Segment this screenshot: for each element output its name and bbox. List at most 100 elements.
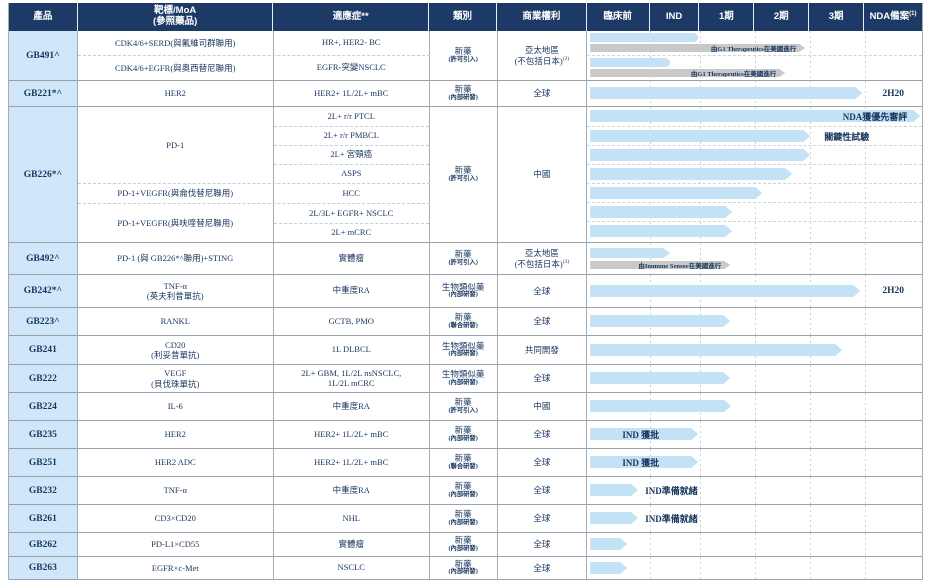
indication-line: 2L+ GBM, 1L/2L nsNSCLC, bbox=[301, 367, 402, 378]
partner-trial-bar: 由Immune Sensor在美國進行 bbox=[590, 261, 730, 269]
product-code: GB224 bbox=[9, 393, 78, 420]
commercial-rights-cell: 全球 bbox=[498, 365, 588, 392]
row-GB241: GB241 CD20 (利妥昔單抗) 1L DLBCL 生物類似藥 (內部研發) 共同開發 bbox=[9, 336, 922, 365]
phase-chart: 2H20 bbox=[587, 81, 922, 106]
product-code: GB222 bbox=[9, 365, 78, 392]
category-main: 新藥 bbox=[454, 46, 472, 57]
indication-cell: 實體瘤 bbox=[274, 533, 429, 556]
category-cell: 新藥 (許可引入) bbox=[430, 243, 498, 274]
product-code: GB221*^ bbox=[9, 81, 78, 106]
indication-line: 中重度RA bbox=[332, 484, 370, 495]
row-GB226: GB226*^ PD-1 2L+ r/r PTCL 2L+ r/r PMBCL 2L+ … bbox=[9, 107, 922, 243]
bar-status-label: IND 獲批 bbox=[622, 429, 660, 440]
target-group: PD-1 2L+ r/r PTCL 2L+ r/r PMBCL 2L+ 宮頸癌 ASPS bbox=[78, 107, 430, 183]
rights-line: 中國 bbox=[533, 169, 551, 180]
phase-chart bbox=[587, 557, 922, 579]
rights-line: 全球 bbox=[533, 457, 551, 468]
indication-cell: HR+, HER2- BC bbox=[274, 31, 429, 55]
target-line: HER2 bbox=[164, 429, 186, 440]
header-row: 產品 靶標/MoA (參照藥品) 適應症** 類別 商業權利 臨床前 IND 1期 2期 3期 NDA… bbox=[9, 3, 922, 31]
row-GB223: GB223^ RANKL GCTB, PMO 新藥 (聯合研發) 全球 bbox=[9, 308, 922, 336]
indication-cell: NHL bbox=[274, 505, 429, 532]
category-cell: 新藥 (內部研發) bbox=[430, 533, 498, 556]
target-group: PD-1+VEGFR(與呋喹替尼聯用) 2L/3L+ EGFR+ NSCLC 2L+… bbox=[77, 203, 430, 242]
indication-line: 2L+ r/r PMBCL bbox=[323, 130, 379, 141]
target-moa-cell: EGFR×c-Met bbox=[78, 557, 274, 579]
rights-line: (不包括日本)(3) bbox=[514, 258, 570, 269]
target-group: CDK4/6+EGFR(與奧西替尼聯用) EGFR-突變NSCLC bbox=[77, 55, 430, 80]
indication-line: 實體瘤 bbox=[338, 252, 364, 263]
commercial-rights-cell: 亞太地區 (不包括日本)(2) bbox=[498, 31, 588, 80]
progress-bar-blue: NDA獲優先審評 bbox=[590, 110, 920, 122]
category-main: 新藥 bbox=[454, 558, 472, 569]
target-indication-block: PD-1 (與 GB226*^聯用)+STING 實體瘤 bbox=[78, 243, 430, 274]
target-group: HER2 ADC HER2+ 1L/2L+ mBC bbox=[78, 449, 430, 476]
commercial-rights-cell: 中國 bbox=[498, 393, 588, 420]
header-indication-line: 適應症** bbox=[332, 10, 369, 22]
rights-line: 全球 bbox=[533, 562, 551, 573]
category-cell: 新藥 (許可引入) bbox=[430, 107, 498, 242]
header-phase1-line: 1期 bbox=[719, 10, 734, 22]
indication-col: HR+, HER2- BC bbox=[274, 31, 430, 55]
indication-col: 1L DLBCL bbox=[274, 336, 430, 364]
indication-cell: HER2+ 1L/2L+ mBC bbox=[274, 81, 429, 106]
chart-lane bbox=[587, 308, 922, 335]
chart-lane bbox=[587, 221, 922, 240]
header-phase2-line: 2期 bbox=[773, 10, 789, 22]
category-sub: (許可引入) bbox=[448, 406, 478, 414]
target-line: TNF-α bbox=[163, 280, 187, 291]
category-main: 生物類似藥 bbox=[441, 281, 485, 292]
progress-bar-blue bbox=[590, 33, 699, 42]
footnote-marker: (3) bbox=[562, 258, 570, 265]
category-cell: 新藥 (內部研發) bbox=[430, 477, 498, 504]
target-indication-block: PD-1 2L+ r/r PTCL 2L+ r/r PMBCL 2L+ 宮頸癌 ASPS… bbox=[77, 107, 430, 242]
chart-lane: 由G1 Therapeutics在美國進行 bbox=[587, 31, 922, 55]
target-line: IL-6 bbox=[167, 401, 183, 412]
target-group: PD-L1×CD55 實體瘤 bbox=[78, 533, 430, 556]
commercial-rights-cell: 全球 bbox=[498, 81, 588, 106]
category-main: 新藥 bbox=[454, 165, 472, 176]
header-commercial-rights: 商業權利 bbox=[497, 3, 587, 31]
category-cell: 新藥 (聯合研發) bbox=[430, 449, 498, 476]
pipeline-table: 產品 靶標/MoA (參照藥品) 適應症** 類別 商業權利 臨床前 IND 1期 2期 3期 NDA… bbox=[8, 3, 923, 580]
progress-bar-blue bbox=[590, 538, 627, 550]
target-moa-cell: VEGF (貝伐珠單抗) bbox=[78, 365, 274, 392]
rights-line: 共同開發 bbox=[524, 344, 559, 355]
category-main: 新藥 bbox=[454, 481, 472, 492]
target-indication-block: IL-6 中重度RA bbox=[78, 393, 430, 420]
phase-chart: 由Immune Sensor在美國進行 bbox=[587, 243, 922, 274]
indication-col: HER2+ 1L/2L+ mBC bbox=[274, 421, 430, 448]
progress-bar-blue bbox=[590, 130, 810, 142]
progress-bar-blue bbox=[590, 87, 862, 99]
commercial-rights-cell: 全球 bbox=[498, 308, 588, 335]
header-phase3: 3期 bbox=[809, 3, 865, 31]
row-GB491: GB491^ CDK4/6+SERD(與氟維司群聯用) HR+, HER2- BC C… bbox=[9, 31, 922, 81]
product-code: GB226*^ bbox=[9, 107, 78, 242]
indication-line: HR+, HER2- BC bbox=[322, 37, 381, 48]
target-group: HER2 HER2+ 1L/2L+ mBC bbox=[78, 421, 430, 448]
target-line: (英夫利昔單抗) bbox=[146, 291, 204, 301]
category-sub: (內部研發) bbox=[448, 568, 478, 576]
product-code: GB491^ bbox=[9, 31, 78, 80]
target-group: HER2 HER2+ 1L/2L+ mBC bbox=[78, 81, 430, 106]
product-code: GB232 bbox=[9, 477, 78, 504]
progress-bar-blue bbox=[590, 149, 810, 161]
indication-cell: ASPS bbox=[273, 164, 429, 183]
header-phase2: 2期 bbox=[754, 3, 810, 31]
progress-bar-blue bbox=[590, 225, 732, 237]
phase-chart bbox=[587, 308, 922, 335]
target-group: CDK4/6+SERD(與氟維司群聯用) HR+, HER2- BC bbox=[78, 31, 430, 55]
indication-line: 2L+ r/r PTCL bbox=[327, 110, 375, 121]
progress-bar-blue: IND 獲批 bbox=[590, 456, 698, 468]
phase-chart bbox=[587, 365, 922, 392]
indication-line: HER2+ 1L/2L+ mBC bbox=[314, 428, 389, 439]
target-moa-cell: PD-1+VEGFR(與呋喹替尼聯用) bbox=[78, 204, 274, 242]
header-nda-filing-line: NDA備案(1) bbox=[869, 11, 917, 23]
progress-bar-blue bbox=[590, 206, 732, 218]
progress-bar-blue bbox=[590, 400, 731, 412]
header-commercial-rights-line: 商業權利 bbox=[522, 10, 561, 22]
indication-line: HER2+ 1L/2L+ mBC bbox=[314, 456, 389, 467]
indication-line: 實體瘤 bbox=[338, 538, 364, 549]
rights-line: 亞太地區 bbox=[524, 247, 559, 258]
indication-col: 中重度RA bbox=[274, 393, 430, 420]
